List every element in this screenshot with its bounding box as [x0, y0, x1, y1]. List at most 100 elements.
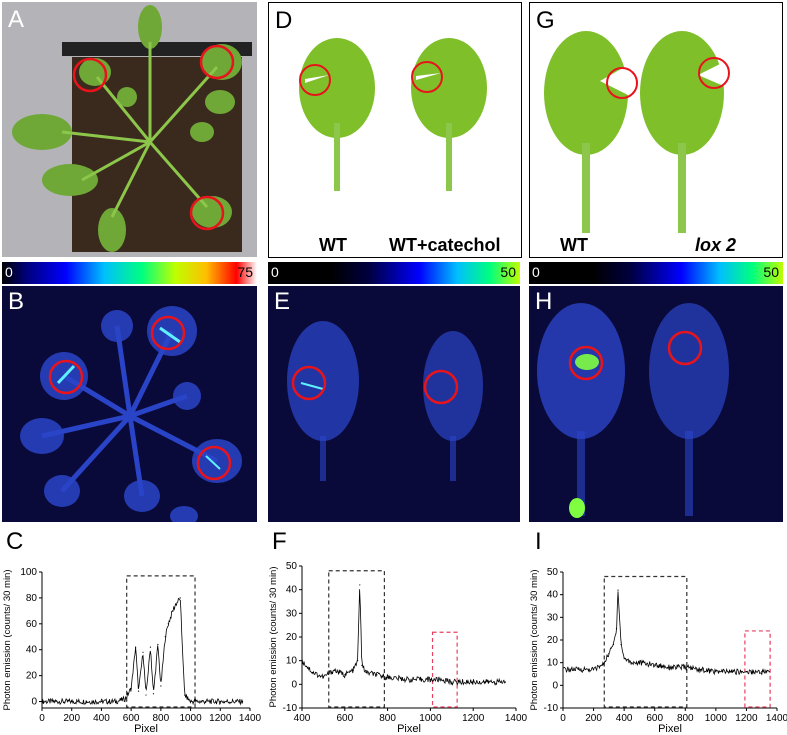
data-point [631, 662, 633, 664]
data-point [71, 700, 73, 703]
petiole-glow [450, 436, 456, 481]
rosette-leaves [12, 5, 242, 252]
data-point [179, 597, 181, 599]
x-tick-label: 0 [39, 713, 45, 724]
data-point [472, 681, 474, 683]
panel-label: B [8, 288, 25, 315]
y-tick-label: 50 [286, 561, 298, 572]
series-line [301, 589, 506, 686]
x-tick-label: 1000 [179, 713, 202, 724]
x-tick-label: 600 [123, 713, 140, 724]
panel-label: C [6, 528, 24, 555]
leaf-right [411, 38, 487, 191]
data-point [620, 643, 622, 646]
dashed-box-red [744, 630, 771, 708]
wound-signal [575, 354, 599, 370]
x-tick-label: 400 [93, 713, 110, 724]
leaf-caption-left: WT [560, 235, 588, 255]
y-tick-label: 60 [26, 619, 38, 630]
rosette-stems [61, 42, 219, 218]
data-point [352, 669, 354, 671]
petiole-glow [577, 431, 585, 516]
data-point [768, 671, 770, 673]
rosette-stems-glow [41, 325, 219, 497]
data-point [592, 668, 595, 671]
x-tick-label: 800 [379, 713, 396, 724]
wound-signal [300, 382, 324, 390]
y-tick-label: 20 [286, 632, 298, 643]
data-point [241, 700, 244, 703]
x-axis-label: Pixel [134, 723, 158, 735]
data-point [175, 603, 177, 605]
panel-a-photo: A [2, 2, 257, 257]
data-point [745, 671, 748, 673]
x-tick-label: 200 [63, 713, 80, 724]
data-point [124, 698, 126, 700]
data-point [149, 646, 152, 648]
data-point [142, 651, 144, 653]
wound-circle [423, 369, 459, 405]
x-tick-label: 200 [585, 713, 602, 724]
leaf-caption-left: WT [319, 235, 347, 255]
colorbar-h: 0 50 [529, 262, 783, 284]
y-tick-label: 20 [547, 635, 559, 646]
wound-signal [159, 326, 181, 344]
data-point [376, 674, 378, 676]
x-tick-label: 400 [616, 713, 633, 724]
data-point [612, 643, 615, 646]
leaf-glow [649, 303, 729, 439]
data-point [638, 662, 641, 664]
data-point [684, 666, 686, 668]
data-point [135, 646, 137, 648]
x-tick-label: 600 [336, 713, 353, 724]
leaf-right [640, 31, 730, 233]
x-tick-label: 800 [677, 713, 694, 724]
data-point [494, 681, 496, 683]
data-point [301, 660, 303, 662]
leaf-left [544, 31, 638, 233]
y-tick-label: 10 [547, 658, 559, 669]
data-point [730, 671, 732, 673]
panel-label: H [535, 288, 553, 315]
y-tick-label: 0 [31, 697, 37, 708]
y-tick-label: 20 [26, 671, 38, 682]
leaves-e-photon-svg [287, 321, 483, 481]
data-point [137, 690, 140, 692]
chart-i: 0 200 400 600 800 1000 1200 1400-1001020304050P… [529, 567, 787, 735]
data-point [189, 700, 192, 703]
y-axis-label: Photon emission (counts/ 30 min) [2, 570, 13, 711]
wound-signal [56, 364, 76, 385]
petiole-glow [320, 436, 326, 481]
wound-circle [196, 445, 232, 481]
y-tick-label: 80 [26, 593, 38, 604]
data-point [172, 610, 174, 612]
data-point [160, 685, 162, 687]
data-point [361, 664, 363, 666]
rosette-photo-svg [12, 5, 252, 252]
data-point [152, 693, 155, 695]
x-tick-label: 1400 [766, 713, 787, 724]
colorbar-e: 0 50 [268, 262, 520, 284]
x-tick-label: 1000 [419, 713, 442, 724]
x-tick-label: 1200 [462, 713, 485, 724]
data-point [219, 700, 221, 703]
wound-circle [291, 365, 327, 401]
data-point [761, 671, 763, 673]
x-tick-label: 600 [646, 713, 663, 724]
data-point [654, 664, 656, 666]
panel-label: G [536, 7, 555, 34]
data-point [562, 668, 564, 671]
data-point [440, 679, 442, 681]
y-tick-label: -10 [544, 703, 559, 714]
leaf-left [299, 38, 375, 191]
panel-d: D WT WT+catechol [268, 2, 522, 258]
panel-h-image: H [529, 286, 783, 522]
leaf-glow [287, 321, 359, 441]
leaf-glow [537, 303, 625, 439]
y-axis-label: Photon emission (counts/ 30 min) [268, 567, 279, 708]
panel-b-image: B [2, 286, 257, 522]
data-point [617, 589, 619, 591]
wound-signal [205, 455, 221, 470]
y-tick-label: 100 [20, 567, 37, 578]
data-point [387, 676, 389, 678]
